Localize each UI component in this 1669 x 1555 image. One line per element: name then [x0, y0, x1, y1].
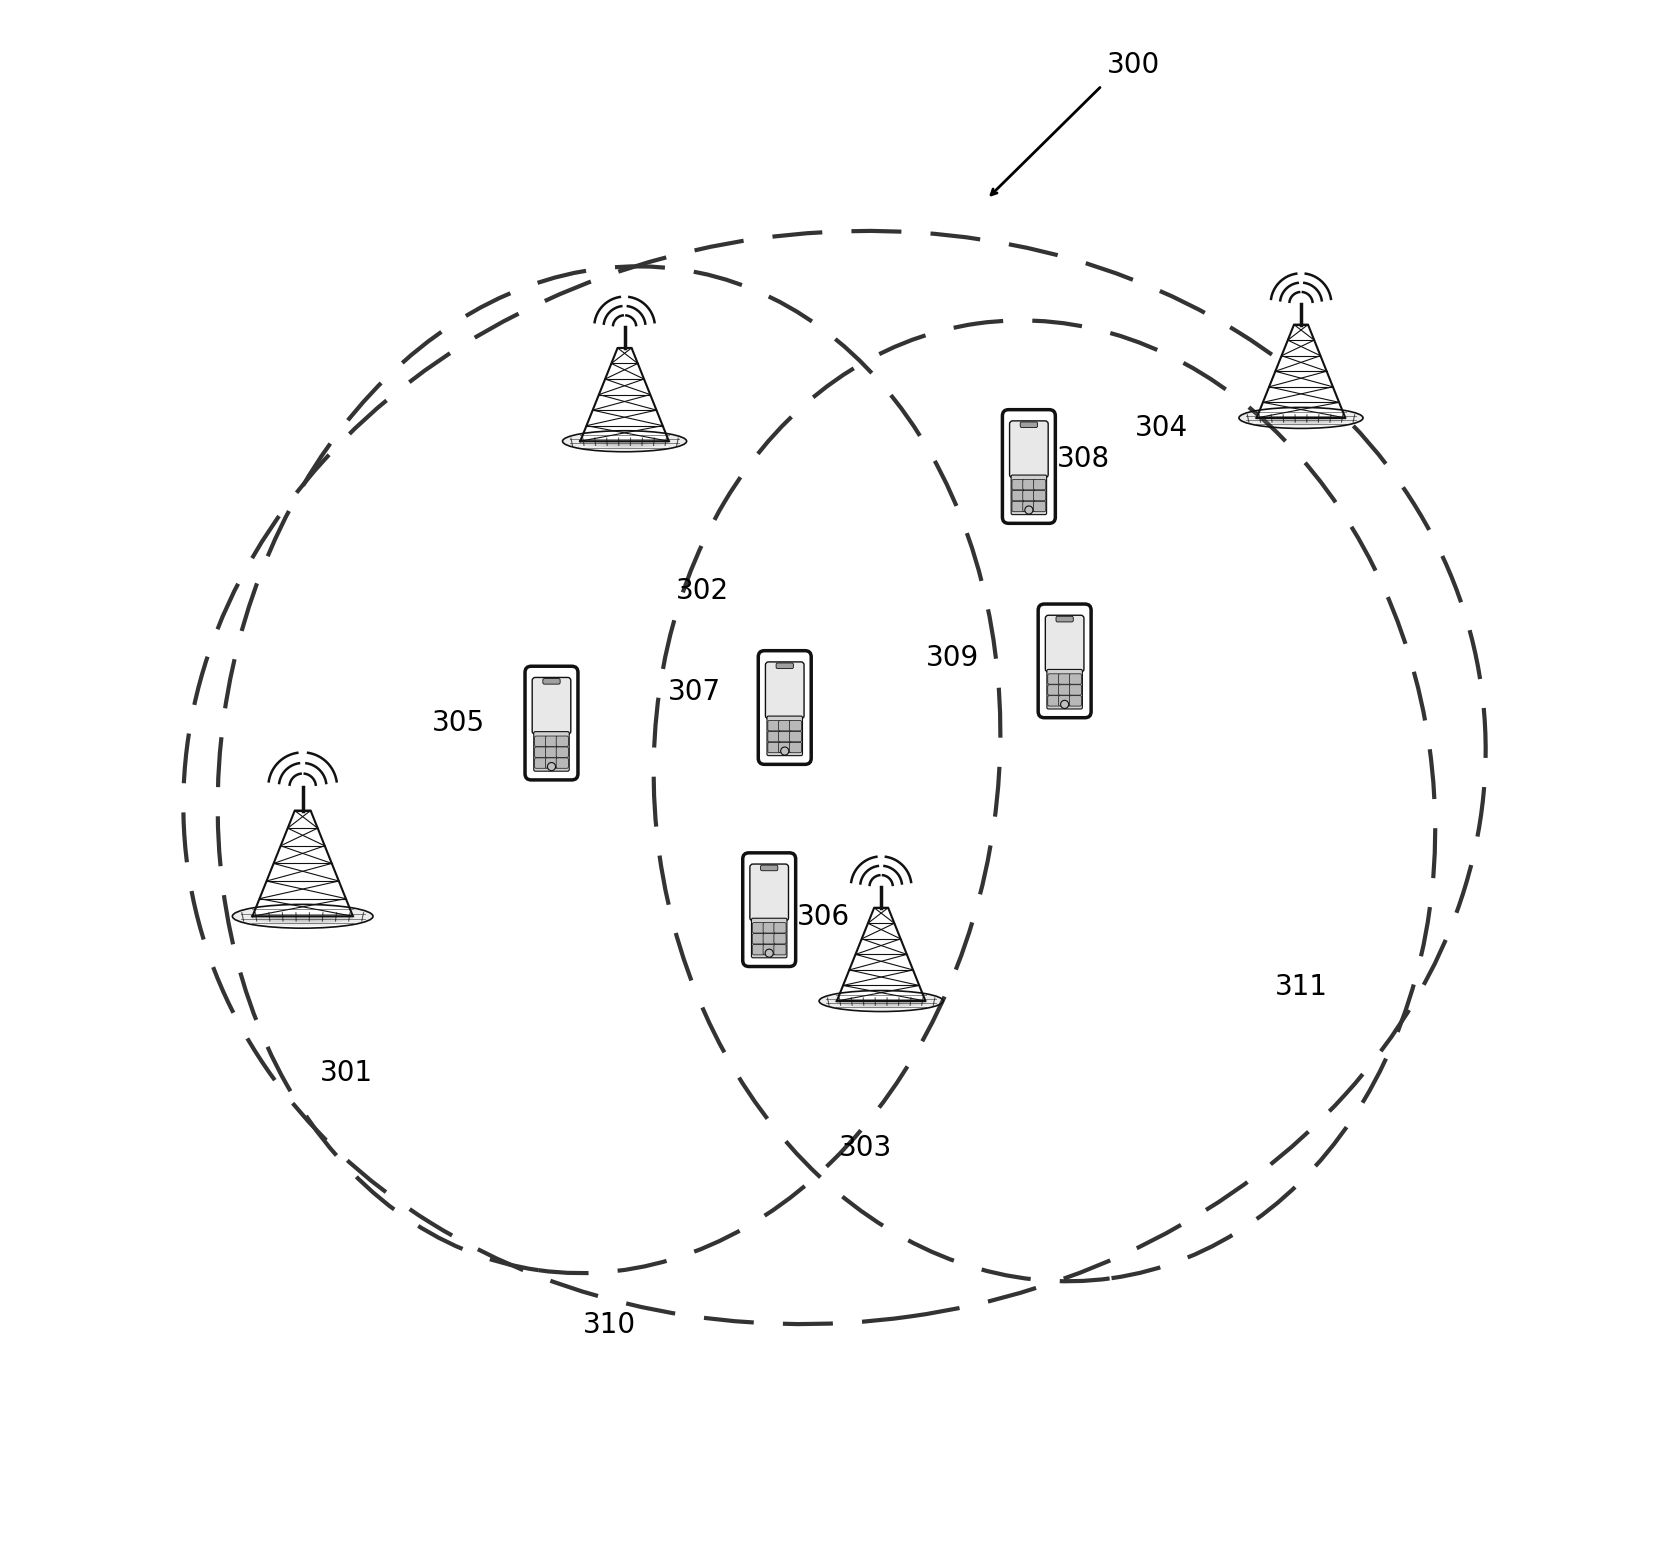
Ellipse shape — [834, 995, 928, 1008]
FancyBboxPatch shape — [753, 922, 764, 933]
FancyBboxPatch shape — [766, 662, 804, 718]
FancyBboxPatch shape — [1048, 684, 1060, 695]
Text: 310: 310 — [582, 1311, 636, 1339]
FancyBboxPatch shape — [763, 922, 776, 933]
Text: 307: 307 — [668, 678, 721, 706]
Text: 300: 300 — [1107, 51, 1160, 79]
FancyBboxPatch shape — [1070, 695, 1082, 706]
FancyBboxPatch shape — [1023, 490, 1035, 501]
FancyBboxPatch shape — [1020, 421, 1038, 428]
FancyBboxPatch shape — [789, 731, 801, 742]
FancyBboxPatch shape — [789, 720, 801, 731]
Circle shape — [1060, 700, 1068, 709]
FancyBboxPatch shape — [763, 933, 776, 944]
FancyBboxPatch shape — [753, 933, 764, 944]
FancyBboxPatch shape — [556, 746, 569, 757]
FancyBboxPatch shape — [542, 678, 561, 684]
FancyBboxPatch shape — [1010, 421, 1048, 477]
Ellipse shape — [562, 432, 686, 449]
Polygon shape — [1257, 325, 1345, 418]
FancyBboxPatch shape — [779, 742, 791, 753]
FancyBboxPatch shape — [779, 731, 791, 742]
FancyBboxPatch shape — [761, 865, 778, 871]
FancyBboxPatch shape — [534, 746, 547, 757]
FancyBboxPatch shape — [1023, 479, 1035, 490]
FancyBboxPatch shape — [1003, 409, 1055, 524]
FancyBboxPatch shape — [776, 662, 793, 669]
FancyBboxPatch shape — [774, 933, 786, 944]
FancyBboxPatch shape — [534, 736, 547, 746]
FancyBboxPatch shape — [534, 732, 569, 771]
FancyBboxPatch shape — [1070, 673, 1082, 684]
FancyBboxPatch shape — [763, 944, 776, 955]
FancyBboxPatch shape — [546, 736, 557, 746]
FancyBboxPatch shape — [534, 757, 547, 768]
FancyBboxPatch shape — [1023, 501, 1035, 512]
FancyBboxPatch shape — [1058, 695, 1071, 706]
FancyBboxPatch shape — [774, 922, 786, 933]
Text: 301: 301 — [320, 1059, 372, 1087]
FancyBboxPatch shape — [1048, 695, 1060, 706]
FancyBboxPatch shape — [546, 746, 557, 757]
Text: 305: 305 — [432, 709, 484, 737]
FancyBboxPatch shape — [1011, 476, 1046, 515]
FancyBboxPatch shape — [1058, 684, 1071, 695]
FancyBboxPatch shape — [768, 717, 803, 756]
Text: 308: 308 — [1056, 445, 1110, 473]
FancyBboxPatch shape — [1038, 603, 1092, 718]
Polygon shape — [836, 908, 926, 1001]
FancyBboxPatch shape — [749, 865, 788, 921]
FancyBboxPatch shape — [1056, 616, 1073, 622]
FancyBboxPatch shape — [768, 731, 779, 742]
FancyBboxPatch shape — [1011, 479, 1025, 490]
FancyBboxPatch shape — [768, 720, 779, 731]
FancyBboxPatch shape — [751, 919, 788, 958]
Polygon shape — [252, 810, 352, 916]
Text: 309: 309 — [926, 644, 980, 672]
FancyBboxPatch shape — [556, 736, 569, 746]
Polygon shape — [581, 348, 669, 442]
Circle shape — [764, 949, 773, 958]
FancyBboxPatch shape — [1011, 490, 1025, 501]
FancyBboxPatch shape — [1033, 479, 1046, 490]
Text: 304: 304 — [1135, 414, 1188, 442]
FancyBboxPatch shape — [1048, 673, 1060, 684]
FancyBboxPatch shape — [1045, 616, 1083, 672]
Circle shape — [1025, 505, 1033, 515]
FancyBboxPatch shape — [556, 757, 569, 768]
Text: 311: 311 — [1275, 973, 1327, 1001]
Text: 303: 303 — [840, 1134, 893, 1162]
FancyBboxPatch shape — [753, 944, 764, 955]
FancyBboxPatch shape — [1070, 684, 1082, 695]
FancyBboxPatch shape — [532, 678, 571, 734]
FancyBboxPatch shape — [1058, 673, 1071, 684]
FancyBboxPatch shape — [774, 944, 786, 955]
Ellipse shape — [1255, 412, 1347, 425]
Ellipse shape — [267, 911, 337, 921]
FancyBboxPatch shape — [526, 666, 577, 781]
Circle shape — [781, 746, 789, 756]
FancyBboxPatch shape — [1033, 501, 1046, 512]
FancyBboxPatch shape — [789, 742, 801, 753]
FancyBboxPatch shape — [1046, 670, 1083, 709]
Ellipse shape — [232, 907, 372, 927]
FancyBboxPatch shape — [768, 742, 779, 753]
Ellipse shape — [1238, 409, 1364, 426]
FancyBboxPatch shape — [743, 852, 796, 967]
Text: 302: 302 — [676, 577, 729, 605]
Circle shape — [547, 762, 556, 771]
FancyBboxPatch shape — [758, 650, 811, 765]
Ellipse shape — [1270, 414, 1332, 423]
FancyBboxPatch shape — [546, 757, 557, 768]
FancyBboxPatch shape — [779, 720, 791, 731]
Ellipse shape — [577, 435, 671, 448]
Ellipse shape — [250, 908, 355, 924]
Ellipse shape — [850, 997, 913, 1006]
FancyBboxPatch shape — [1011, 501, 1025, 512]
Text: 306: 306 — [798, 903, 850, 931]
Ellipse shape — [819, 992, 943, 1009]
FancyBboxPatch shape — [1033, 490, 1046, 501]
Ellipse shape — [594, 437, 656, 446]
